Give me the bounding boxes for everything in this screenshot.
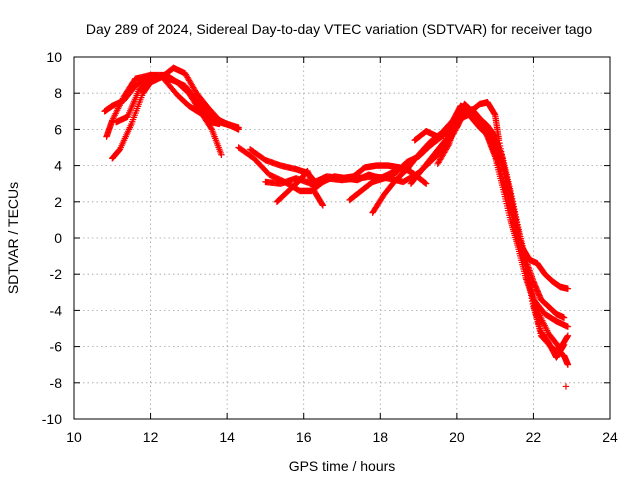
data-point bbox=[407, 167, 415, 175]
data-point bbox=[216, 120, 223, 128]
x-tick-label: 14 bbox=[219, 429, 235, 445]
x-axis-label: GPS time / hours bbox=[289, 458, 396, 474]
data-point bbox=[560, 341, 568, 348]
series-track-10 bbox=[369, 102, 572, 352]
data-point bbox=[422, 179, 429, 187]
y-tick-label: -4 bbox=[50, 302, 63, 318]
grid-lines bbox=[74, 57, 610, 419]
series-outlier bbox=[562, 383, 570, 390]
data-point bbox=[207, 124, 215, 132]
data-point bbox=[562, 383, 570, 390]
y-axis-label: SDTVAR / TECUs bbox=[5, 182, 21, 294]
data-point bbox=[423, 180, 430, 187]
y-tick-label: 10 bbox=[46, 49, 62, 65]
plot-frame bbox=[73, 56, 611, 420]
data-point bbox=[319, 202, 327, 209]
y-tick-label: -10 bbox=[42, 411, 62, 427]
x-tick-label: 22 bbox=[526, 429, 542, 445]
y-tick-label: 8 bbox=[54, 85, 62, 101]
x-tick-label: 20 bbox=[449, 429, 465, 445]
x-tick-label: 10 bbox=[66, 429, 82, 445]
data-point bbox=[564, 285, 572, 292]
x-tick-label: 24 bbox=[602, 429, 618, 445]
data-series bbox=[101, 64, 572, 390]
y-tick-label: -2 bbox=[50, 266, 63, 282]
y-tick-label: 0 bbox=[54, 230, 62, 246]
x-tick-label: 12 bbox=[143, 429, 159, 445]
y-tick-label: -8 bbox=[50, 375, 63, 391]
data-point bbox=[564, 332, 572, 339]
x-tick-label: 16 bbox=[296, 429, 312, 445]
data-point bbox=[218, 151, 225, 158]
x-tick-label: 18 bbox=[372, 429, 388, 445]
y-tick-label: 2 bbox=[54, 194, 62, 210]
series-track-4 bbox=[112, 73, 223, 128]
y-tick-label: 6 bbox=[54, 121, 62, 137]
data-point bbox=[564, 323, 572, 330]
y-tick-label: -6 bbox=[50, 339, 63, 355]
data-point bbox=[564, 361, 572, 368]
chart-title: Day 289 of 2024, Sidereal Day-to-day VTE… bbox=[86, 21, 593, 37]
data-point bbox=[560, 314, 568, 321]
data-point bbox=[235, 126, 242, 133]
y-tick-label: 4 bbox=[54, 158, 62, 174]
series-track-14 bbox=[442, 106, 568, 321]
